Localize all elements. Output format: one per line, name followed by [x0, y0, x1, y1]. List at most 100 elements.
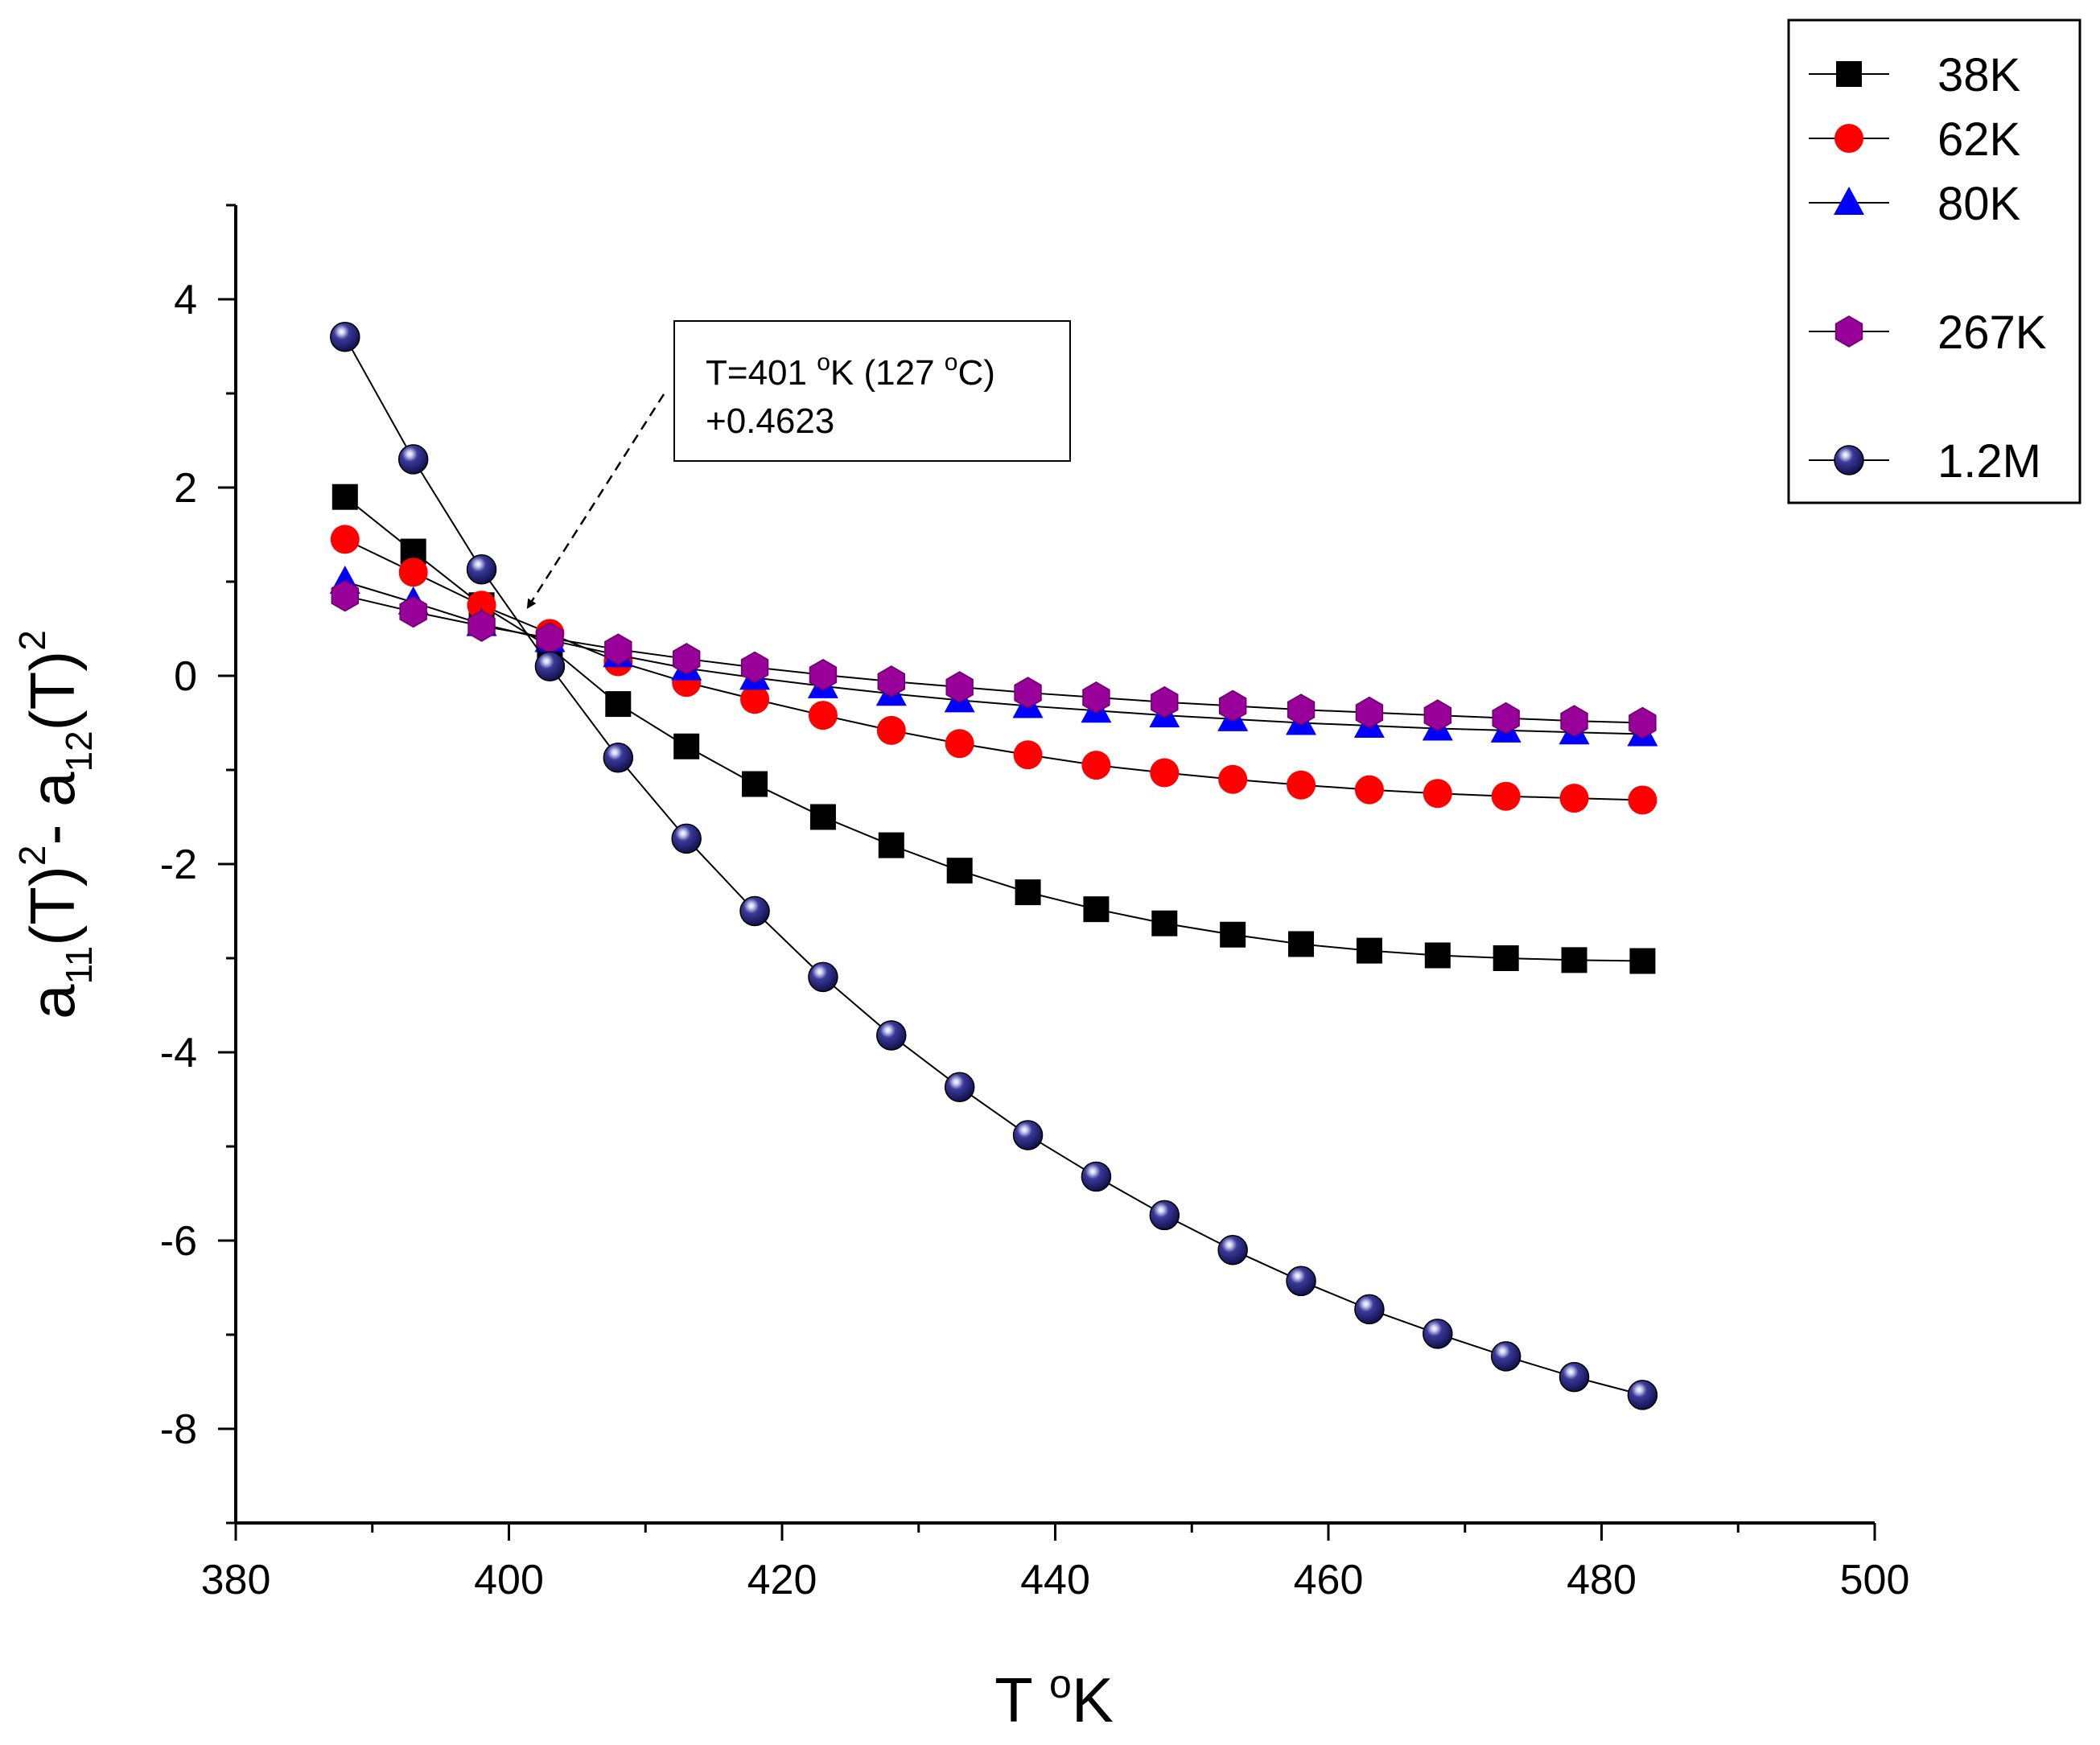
annotation: T=401 oK (127 oC) +0.4623 — [526, 320, 1071, 609]
data-point-267k — [1218, 689, 1247, 722]
data-point-267k — [740, 651, 769, 684]
data-point-38k — [1220, 921, 1246, 948]
data-point-1-2m — [397, 444, 429, 475]
data-point-38k — [742, 771, 768, 797]
data-point-62k — [1150, 758, 1180, 788]
series-80k — [329, 566, 1658, 747]
data-point-1-2m — [1081, 1161, 1112, 1192]
x-tick-label: 380 — [201, 1557, 271, 1603]
data-point-38k — [1493, 945, 1519, 971]
data-point-62k — [398, 558, 428, 587]
legend-box — [1787, 19, 2081, 504]
x-axis-title: T oK — [994, 1661, 1114, 1735]
data-point-62k — [1423, 779, 1452, 809]
annotation-arrow — [526, 393, 665, 609]
data-point-1-2m — [1217, 1234, 1248, 1266]
data-point-62k — [1081, 751, 1111, 780]
series-layer — [329, 322, 1658, 1410]
data-point-1-2m — [1490, 1341, 1521, 1372]
data-point-62k — [467, 591, 496, 620]
data-point-62k — [1218, 764, 1248, 794]
data-point-1-2m — [1149, 1200, 1180, 1231]
legend-marker-62k — [1834, 124, 1863, 153]
data-point-62k — [1354, 775, 1384, 805]
y-tick-label: -6 — [160, 1218, 197, 1265]
data-point-62k — [1013, 740, 1043, 770]
x-tick-label: 400 — [474, 1557, 544, 1603]
data-point-62k — [740, 685, 770, 714]
data-point-1-2m — [1354, 1294, 1385, 1325]
data-point-38k — [1561, 947, 1587, 973]
data-point-1-2m — [534, 651, 566, 682]
data-point-1-2m — [1559, 1361, 1590, 1393]
x-tick-label: 460 — [1294, 1557, 1364, 1603]
data-point-1-2m — [671, 823, 702, 854]
data-point-62k — [1491, 781, 1521, 811]
legend-item-38k: 38K — [1809, 49, 2021, 101]
data-point-267k — [1355, 696, 1384, 729]
data-point-267k — [399, 595, 427, 628]
data-point-267k — [945, 671, 974, 703]
data-point-1-2m — [876, 1020, 907, 1051]
data-point-62k — [1287, 770, 1316, 800]
legend-item-80k: 80K — [1809, 178, 2021, 230]
data-point-267k — [1423, 699, 1452, 732]
legend-marker-80k — [1834, 187, 1864, 215]
data-point-267k — [1082, 681, 1110, 714]
data-point-1-2m — [739, 895, 770, 927]
y-axis-ticks: -8 -6 -4 -2 0 2 4 — [160, 204, 236, 1525]
data-point-267k — [604, 633, 632, 666]
data-point-267k — [1287, 693, 1316, 726]
data-point-1-2m — [1627, 1380, 1658, 1410]
data-point-267k — [467, 610, 496, 642]
x-axis-ticks: 380 400 420 440 460 480 500 — [201, 1523, 1910, 1603]
data-point-38k — [809, 804, 836, 830]
data-point-1-2m — [466, 554, 497, 585]
y-tick-label: -8 — [160, 1406, 197, 1453]
data-point-1-2m — [330, 322, 360, 352]
data-point-267k — [331, 579, 360, 612]
legend-label: 38K — [1937, 49, 2021, 101]
annotation-line-2: +0.4623 — [706, 401, 834, 441]
series-1-2m — [330, 322, 1658, 1410]
data-point-38k — [673, 733, 700, 759]
data-point-62k — [876, 715, 906, 745]
x-tick-label: 440 — [1020, 1557, 1090, 1603]
annotation-box — [673, 320, 1071, 462]
y-tick-label: 0 — [174, 653, 197, 700]
data-point-267k — [1492, 702, 1520, 735]
data-point-267k — [1629, 706, 1657, 739]
data-point-38k — [1288, 931, 1315, 957]
data-point-62k — [1559, 784, 1589, 813]
legend-label: 267K — [1937, 307, 2047, 359]
data-point-38k — [946, 858, 973, 884]
annotation-line-1: T=401 oK (127 oC) — [706, 349, 995, 393]
legend-item-1-2m: 1.2M — [1809, 435, 2041, 488]
y-tick-label: -2 — [160, 842, 197, 888]
data-point-1-2m — [603, 743, 634, 773]
data-point-267k — [672, 643, 701, 675]
axes: 380 400 420 440 460 480 500 -8 -6 -4 -2 0 2 4 — [160, 204, 1910, 1603]
data-point-38k — [1151, 910, 1178, 936]
data-point-38k — [1015, 879, 1041, 906]
legend: 38K 62K 80K 267K 1.2M — [1787, 19, 2081, 504]
data-point-38k — [1424, 942, 1451, 969]
x-tick-label: 500 — [1840, 1557, 1910, 1603]
data-point-62k — [1628, 785, 1657, 815]
y-tick-label: 4 — [174, 277, 197, 323]
data-point-267k — [877, 665, 906, 698]
series-line-1-2m — [344, 336, 1643, 1396]
data-point-1-2m — [1286, 1266, 1316, 1297]
legend-item-267k: 267K — [1809, 307, 2047, 359]
data-point-38k — [1083, 896, 1110, 923]
data-point-1-2m — [1012, 1120, 1044, 1150]
x-tick-label: 480 — [1567, 1557, 1637, 1603]
data-point-38k — [1356, 937, 1382, 964]
legend-marker-38k — [1836, 61, 1862, 87]
y-axis-title: a11(T)2- a12(T)2 — [11, 630, 100, 1019]
data-point-62k — [808, 701, 838, 731]
legend-label: 80K — [1937, 178, 2021, 230]
legend-label: 62K — [1937, 113, 2021, 166]
data-point-1-2m — [1423, 1319, 1453, 1349]
data-point-38k — [1629, 948, 1656, 974]
